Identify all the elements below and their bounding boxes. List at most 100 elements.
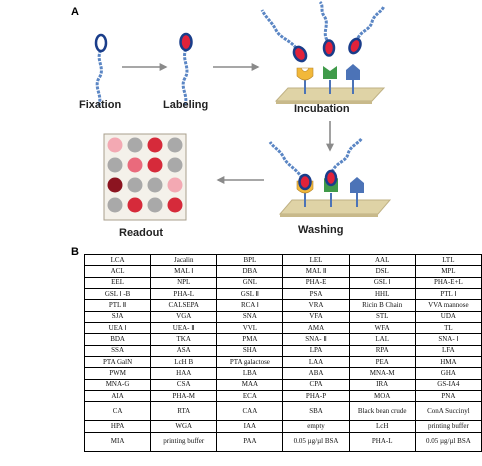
table-cell: PHA-L xyxy=(150,288,218,301)
table-cell: ABA xyxy=(282,367,350,380)
readout-spot xyxy=(147,137,163,153)
table-cell: LPA xyxy=(282,344,350,358)
readout-spot xyxy=(167,137,183,153)
table-cell: LcH B xyxy=(150,356,218,369)
table-cell: empty xyxy=(282,420,350,433)
table-cell: MNA-M xyxy=(348,367,416,380)
table-cell: DSL xyxy=(348,265,416,278)
table-row: AIA PHA-M ECA PHA-P MOA PNA xyxy=(83,390,482,403)
table-row: UEA Ⅰ UEA- Ⅱ VVL AMA WFA TL xyxy=(83,322,482,335)
table-cell: MOA xyxy=(348,390,416,403)
table-cell: LEL xyxy=(282,253,350,267)
readout-spot xyxy=(107,157,123,173)
incubation-lectins xyxy=(296,64,360,94)
washing-slide xyxy=(278,199,392,217)
table-cell: RCA Ⅰ xyxy=(216,299,284,312)
labeling-bacterium xyxy=(179,32,193,108)
table-cell: Ricin B Chain xyxy=(348,299,416,312)
readout-spot xyxy=(147,177,163,193)
readout-spot xyxy=(147,157,163,173)
table-cell: PSA xyxy=(282,288,350,301)
table-cell: PTL Ⅱ xyxy=(83,299,152,312)
table-cell: EEL xyxy=(83,276,152,290)
table-cell: GNL xyxy=(216,276,284,290)
table-cell: RPA xyxy=(348,344,416,358)
table-cell: ASA xyxy=(150,344,218,358)
table-cell: UEA- Ⅱ xyxy=(150,322,218,335)
table-cell: TL xyxy=(414,322,482,335)
table-cell: RTA xyxy=(150,401,218,422)
readout-spot xyxy=(107,137,123,153)
table-cell: MAL Ⅱ xyxy=(282,265,350,278)
table-row: BDA TKA PMA SNA- Ⅱ LAL SNA- Ⅰ xyxy=(83,333,482,346)
table-cell: SNA- Ⅱ xyxy=(282,333,350,346)
table-cell: printing buffer xyxy=(150,431,218,452)
table-row: PTA GalN LcH B PTA galactose LAA PEA HMA xyxy=(83,356,482,369)
table-cell: DBA xyxy=(216,265,284,278)
readout-spot xyxy=(167,157,183,173)
table-cell: 0.05 µg/µl BSA xyxy=(414,431,482,452)
table-cell: PTA galactose xyxy=(216,356,284,369)
table-row: LCA Jacalin BPL LEL AAL LTL xyxy=(83,253,482,267)
table-cell: Jacalin xyxy=(150,253,218,267)
table-cell: MNA-G xyxy=(83,378,152,392)
table-cell: MAA xyxy=(216,378,284,392)
table-cell: MIA xyxy=(83,431,152,452)
table-cell: PHA-E+L xyxy=(414,276,482,290)
lectin-table: LCA Jacalin BPL LEL AAL LTL ACL MAL Ⅰ DBA MAL Ⅱ DS… xyxy=(83,253,482,452)
table-cell: LAA xyxy=(282,356,350,369)
table-cell: Black bean crude xyxy=(348,401,416,422)
table-cell: PTA GalN xyxy=(83,356,152,369)
table-cell: CALSEPA xyxy=(150,299,218,312)
table-cell: PMA xyxy=(216,333,284,346)
table-cell: SJA xyxy=(83,310,152,324)
table-cell: WGA xyxy=(150,420,218,433)
table-cell: CPA xyxy=(282,378,350,392)
table-cell: LTL xyxy=(414,253,482,267)
table-cell: LFA xyxy=(414,344,482,358)
table-row: GSL Ⅰ -B PHA-L GSL Ⅱ PSA HHL PTL Ⅰ xyxy=(83,288,482,301)
table-cell: IAA xyxy=(216,420,284,433)
table-cell: printing buffer xyxy=(414,420,482,433)
table-cell: SBA xyxy=(282,401,350,422)
table-cell: LCA xyxy=(83,253,152,267)
readout-spot xyxy=(127,177,143,193)
table-cell: VRA xyxy=(282,299,350,312)
readout-spot xyxy=(127,157,143,173)
table-cell: ConA Succinyl xyxy=(414,401,482,422)
table-row: CA RTA CAA SBA Black bean crude ConA Succinyl xyxy=(83,401,482,422)
table-cell: PEA xyxy=(348,356,416,369)
table-cell: GSL Ⅰ -B xyxy=(83,288,152,301)
table-cell: VGA xyxy=(150,310,218,324)
readout-spot xyxy=(127,137,143,153)
readout-array xyxy=(103,133,187,221)
table-cell: SHA xyxy=(216,344,284,358)
table-cell: BPL xyxy=(216,253,284,267)
table-cell: AAL xyxy=(348,253,416,267)
incubation-slide xyxy=(274,87,386,104)
table-cell: VFA xyxy=(282,310,350,324)
table-cell: PWM xyxy=(83,367,152,380)
labeling-label: Labeling xyxy=(163,99,209,111)
table-cell: PAA xyxy=(216,431,284,452)
readout-spot xyxy=(167,177,183,193)
table-row: PTL Ⅱ CALSEPA RCA Ⅰ VRA Ricin B Chain VVA man… xyxy=(83,299,482,312)
readout-spot xyxy=(107,197,123,213)
fixation-bacterium xyxy=(94,33,108,108)
panel-b-label: B xyxy=(71,246,79,258)
table-cell: HHL xyxy=(348,288,416,301)
table-row: MNA-G CSA MAA CPA IRA GS-IA4 xyxy=(83,378,482,392)
table-cell: PHA-M xyxy=(150,390,218,403)
panel-a-label: A xyxy=(71,6,79,18)
table-cell: UEA Ⅰ xyxy=(83,322,152,335)
table-cell: CSA xyxy=(150,378,218,392)
readout-label: Readout xyxy=(119,227,163,239)
table-cell: MAL Ⅰ xyxy=(150,265,218,278)
table-row: EEL NPL GNL PHA-E GSL Ⅰ PHA-E+L xyxy=(83,276,482,290)
table-cell: IRA xyxy=(348,378,416,392)
table-cell: PHA-E xyxy=(282,276,350,290)
table-cell: HMA xyxy=(414,356,482,369)
table-cell: ACL xyxy=(83,265,152,278)
table-cell: VVL xyxy=(216,322,284,335)
readout-spot xyxy=(167,197,183,213)
